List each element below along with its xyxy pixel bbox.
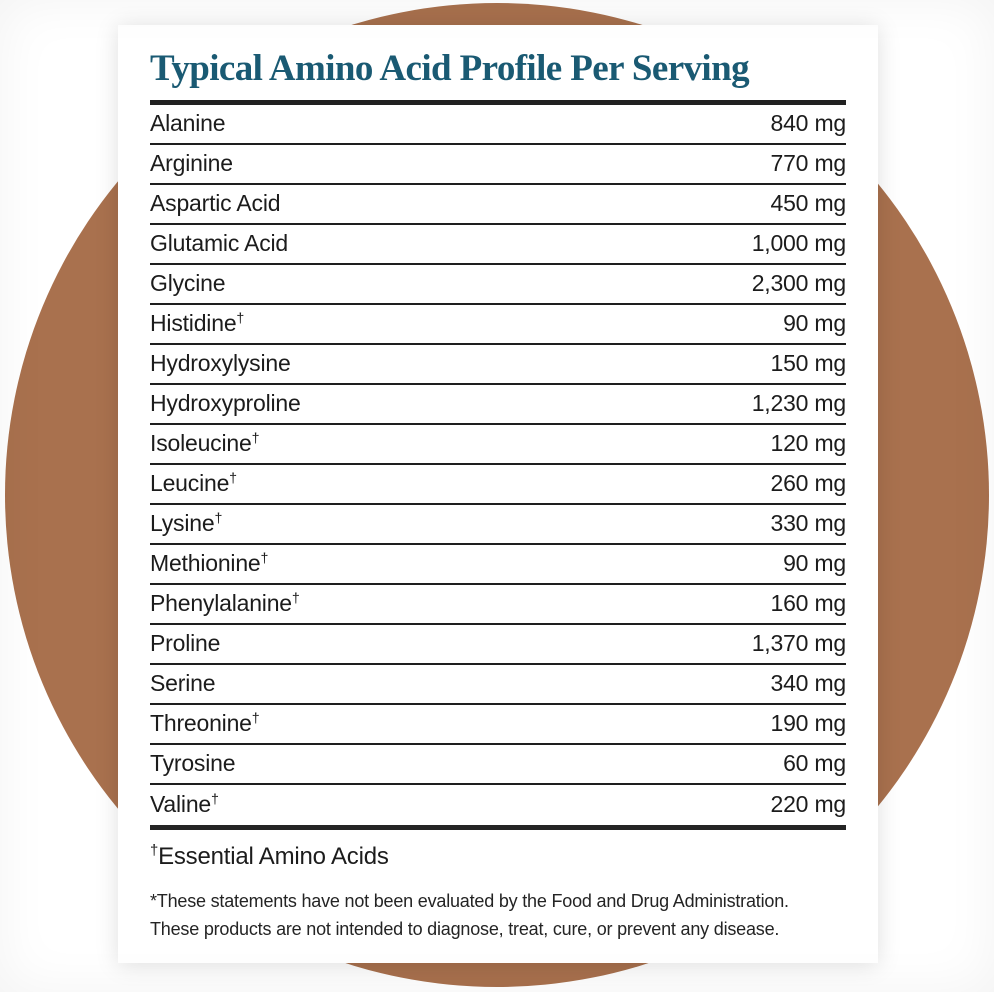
essential-footnote-text: Essential Amino Acids: [158, 842, 389, 870]
amino-name-text: Serine: [150, 670, 216, 697]
amino-name-text: Methionine: [150, 550, 261, 577]
amount-value: 90 mg: [783, 550, 846, 577]
table-row: Glutamic Acid 1,000 mg: [150, 225, 846, 265]
amino-name-text: Hydroxylysine: [150, 350, 291, 377]
title-divider: [150, 99, 846, 105]
amount-value: 770 mg: [770, 150, 846, 177]
amino-name-text: Histidine: [150, 310, 237, 337]
table-row: Glycine 2,300 mg: [150, 265, 846, 305]
amino-name-text: Glycine: [150, 270, 226, 297]
amino-name-text: Alanine: [150, 110, 226, 137]
table-row: Phenylalanine† 160 mg: [150, 585, 846, 625]
essential-footnote: †Essential Amino Acids: [150, 843, 846, 871]
table-row: Lysine† 330 mg: [150, 505, 846, 545]
amino-name: Lysine†: [150, 510, 223, 537]
amino-name: Isoleucine†: [150, 430, 260, 457]
amount-value: 840 mg: [770, 110, 846, 137]
table-row: Hydroxylysine 150 mg: [150, 345, 846, 385]
amino-name-text: Proline: [150, 630, 221, 657]
table-row: Methionine† 90 mg: [150, 545, 846, 585]
amino-name: Tyrosine: [150, 750, 236, 777]
amount-value: 1,000 mg: [751, 230, 847, 257]
essential-dagger-icon: †: [214, 510, 223, 527]
table-row: Tyrosine 60 mg: [150, 745, 846, 785]
amino-name: Phenylalanine†: [150, 590, 300, 617]
amount-value: 330 mg: [770, 510, 846, 537]
amino-name-text: Phenylalanine: [150, 590, 292, 617]
amino-name-text: Aspartic Acid: [150, 190, 281, 217]
amino-name: Threonine†: [150, 710, 260, 737]
amount-value: 1,370 mg: [751, 630, 847, 657]
amount-value: 260 mg: [770, 470, 846, 497]
amino-name: Glycine: [150, 272, 225, 295]
essential-dagger-icon: †: [211, 791, 219, 808]
amino-name: Methionine†: [150, 550, 269, 577]
essential-dagger-icon: †: [251, 430, 260, 447]
amount-value: 220 mg: [770, 791, 846, 818]
amino-name: Arginine: [150, 152, 233, 175]
amino-name: Leucine†: [150, 470, 237, 497]
table-row: Isoleucine† 120 mg: [150, 425, 846, 465]
disclaimer-line-1: *These statements have not been evaluate…: [150, 890, 789, 911]
amino-name-text: Valine: [150, 791, 212, 818]
amino-acid-table: Alanine 840 mg Arginine 770 mg Aspartic …: [150, 105, 846, 825]
amount-value: 2,300 mg: [751, 270, 847, 297]
table-row: Hydroxyproline 1,230 mg: [150, 385, 846, 425]
amount-value: 150 mg: [770, 350, 846, 377]
table-row: Threonine† 190 mg: [150, 705, 846, 745]
amount-value: 120 mg: [770, 430, 846, 457]
disclaimer-line-2: These products are not intended to diagn…: [150, 918, 780, 939]
essential-dagger-icon: †: [251, 710, 260, 727]
table-row: Alanine 840 mg: [150, 105, 846, 145]
amount-value: 90 mg: [783, 310, 846, 337]
amino-name: Hydroxylysine: [150, 352, 291, 375]
amino-name-text: Lysine: [150, 510, 215, 537]
amino-name-text: Threonine: [150, 710, 252, 737]
amino-name-text: Arginine: [150, 150, 233, 177]
info-card: Typical Amino Acid Profile Per Serving A…: [118, 25, 878, 963]
amino-name-text: Isoleucine: [150, 430, 252, 457]
amount-value: 160 mg: [770, 590, 846, 617]
page-title: Typical Amino Acid Profile Per Serving: [150, 48, 750, 89]
amino-name: Serine: [150, 672, 215, 695]
essential-dagger-icon: †: [260, 550, 269, 567]
table-row: Leucine† 260 mg: [150, 465, 846, 505]
amino-name-text: Leucine: [150, 470, 230, 497]
amino-name-text: Tyrosine: [150, 750, 236, 777]
essential-dagger-icon: †: [229, 470, 237, 487]
dagger-icon: †: [150, 842, 159, 859]
amino-name: Aspartic Acid: [150, 190, 281, 217]
amino-name-text: Glutamic Acid: [150, 230, 289, 257]
amount-value: 450 mg: [770, 190, 846, 217]
amount-value: 60 mg: [783, 750, 846, 777]
fda-disclaimer: *These statements have not been evaluate…: [150, 888, 846, 944]
table-row: Histidine† 90 mg: [150, 305, 846, 345]
amino-name: Valine†: [150, 791, 219, 818]
amino-name: Hydroxyproline: [150, 392, 301, 415]
essential-dagger-icon: †: [291, 590, 300, 607]
amount-value: 190 mg: [770, 710, 846, 737]
table-row: Arginine 770 mg: [150, 145, 846, 185]
amount-value: 1,230 mg: [751, 390, 847, 417]
table-row: Serine 340 mg: [150, 665, 846, 705]
amino-name-text: Hydroxyproline: [150, 390, 301, 417]
bottom-divider: [150, 824, 846, 830]
amino-name: Proline: [150, 632, 220, 655]
essential-dagger-icon: †: [236, 310, 245, 327]
table-row: Aspartic Acid 450 mg: [150, 185, 846, 225]
amount-value: 340 mg: [770, 670, 846, 697]
amino-name: Alanine: [150, 110, 226, 137]
table-row: Valine† 220 mg: [150, 785, 846, 825]
table-row: Proline 1,370 mg: [150, 625, 846, 665]
amino-name: Glutamic Acid: [150, 232, 288, 255]
amino-name: Histidine†: [150, 310, 245, 337]
